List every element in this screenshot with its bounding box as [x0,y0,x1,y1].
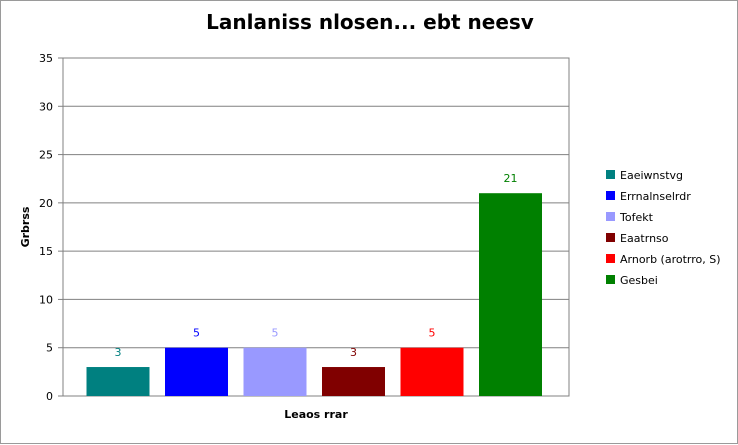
legend-entry: Eaatrnso [620,232,669,245]
data-label: 5 [272,327,279,340]
legend-entry: Gesbei [620,274,658,287]
y-tick-label: 20 [39,197,53,210]
data-label: 21 [504,172,518,185]
y-axis-title: Grbrss [19,206,32,247]
y-tick-label: 25 [39,149,53,162]
bar [322,367,385,396]
data-label: 5 [429,327,436,340]
legend: Eaeiwnstvg Errnalnselrdr Tofekt Eaatrnso Arn… [606,169,721,287]
data-label: 3 [115,346,122,359]
legend-swatch [606,275,615,284]
legend-swatch [606,254,615,263]
bar [165,347,228,396]
data-labels: 3 5 5 3 5 21 [115,172,518,359]
legend-swatch [606,233,615,242]
legend-swatch [606,170,615,179]
bar [243,347,307,396]
legend-entry: Tofekt [619,211,654,224]
legend-entry: Arnorb (arotrro, S) [620,253,721,266]
y-tick-label: 5 [46,342,53,355]
data-label: 3 [350,346,357,359]
legend-swatch [606,191,615,200]
data-label: 5 [193,327,200,340]
x-axis-title: Leaos rrar [284,408,348,421]
bar [86,367,150,396]
bar [400,347,464,396]
legend-entry: Eaeiwnstvg [620,169,683,182]
bar [479,193,542,396]
y-axis-ticks: 0 5 10 15 20 25 30 35 [39,52,53,403]
y-tick-label: 10 [39,293,53,306]
y-tick-label: 15 [39,245,53,258]
legend-swatch [606,212,615,221]
chart-title: Lanlaniss nlosen... ebt neesv [206,10,534,34]
legend-entry: Errnalnselrdr [620,190,691,203]
y-tick-label: 0 [46,390,53,403]
y-tick-label: 35 [39,52,53,65]
y-tick-label: 30 [39,100,53,113]
bars [86,193,542,396]
